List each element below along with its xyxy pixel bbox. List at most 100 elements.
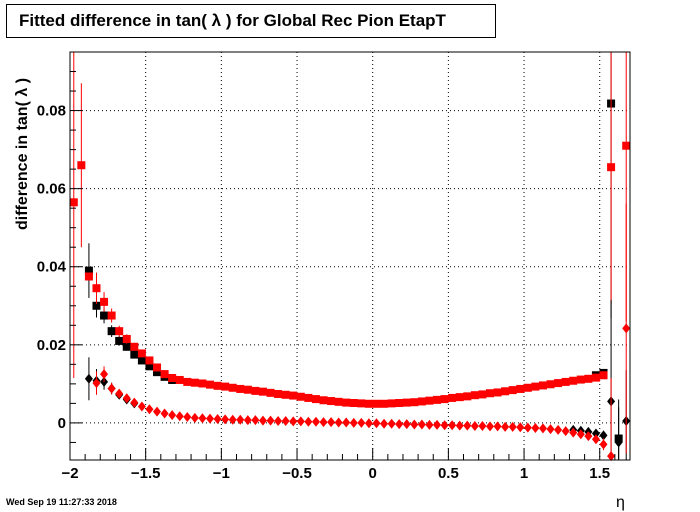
data-point-square bbox=[622, 141, 631, 150]
data-point-square bbox=[221, 382, 230, 391]
data-point-square bbox=[561, 377, 570, 386]
x-tick-label: 1.5 bbox=[589, 465, 610, 482]
data-point-square bbox=[448, 393, 457, 402]
data-point-diamond bbox=[228, 414, 237, 425]
data-point-square bbox=[387, 399, 396, 408]
data-point-diamond bbox=[349, 417, 358, 428]
data-point-square bbox=[455, 393, 464, 402]
axes: −2 −1.5 −1 −0.5 0 0.5 1 1.5 0 0.02 0.04 0.06 0.08 bbox=[37, 71, 631, 482]
data-point-square bbox=[591, 373, 600, 382]
data-point-diamond bbox=[395, 419, 404, 430]
data-point-diamond bbox=[425, 419, 434, 430]
data-point-square bbox=[334, 397, 343, 406]
data-point-square bbox=[425, 396, 434, 405]
data-point-diamond bbox=[591, 428, 600, 439]
data-point-square bbox=[145, 362, 154, 371]
data-point-diamond bbox=[554, 424, 563, 435]
x-axis-label: η bbox=[616, 494, 625, 511]
data-point-diamond bbox=[493, 421, 502, 432]
y-axis-label: difference in tan( λ ) bbox=[14, 77, 31, 230]
data-point-square bbox=[289, 391, 298, 400]
data-point-square bbox=[380, 399, 389, 408]
data-point-diamond bbox=[258, 415, 267, 426]
data-point-diamond bbox=[546, 424, 555, 435]
data-point-square bbox=[153, 368, 162, 377]
data-point-square bbox=[107, 311, 116, 320]
x-tick-label: 1 bbox=[520, 465, 528, 482]
x-tick-label: 0.5 bbox=[438, 465, 459, 482]
data-point-square bbox=[523, 383, 532, 392]
data-point-square bbox=[342, 398, 351, 407]
data-point-diamond bbox=[470, 421, 479, 432]
data-point-square bbox=[554, 379, 563, 388]
data-point-diamond bbox=[501, 421, 510, 432]
data-point-diamond bbox=[478, 421, 487, 432]
data-point-square bbox=[84, 272, 93, 281]
data-point-diamond bbox=[463, 420, 472, 431]
data-point-diamond bbox=[92, 378, 101, 389]
x-tick-label: −1.5 bbox=[131, 465, 161, 482]
x-tick-label: −1 bbox=[213, 465, 230, 482]
data-point-square bbox=[493, 388, 502, 397]
data-point-diamond bbox=[607, 451, 616, 462]
data-point-square bbox=[251, 386, 260, 395]
y-tick-label: 0 bbox=[58, 415, 66, 432]
data-point-diamond bbox=[266, 415, 275, 426]
data-point-diamond bbox=[327, 417, 336, 428]
data-point-square bbox=[486, 389, 494, 398]
data-point-square bbox=[122, 334, 131, 343]
data-point-diamond bbox=[334, 417, 343, 428]
data-point-square bbox=[206, 380, 214, 389]
data-point-diamond bbox=[531, 422, 540, 433]
data-point-square bbox=[77, 161, 86, 170]
x-tick-label: −0.5 bbox=[282, 465, 312, 482]
data-point-square bbox=[349, 398, 358, 407]
data-point-diamond bbox=[380, 418, 389, 429]
data-point-square bbox=[190, 378, 199, 387]
data-point-square bbox=[153, 363, 162, 372]
x-tick-label: −2 bbox=[61, 465, 78, 482]
data-point-diamond bbox=[304, 416, 313, 427]
data-point-square bbox=[599, 371, 608, 380]
data-point-square bbox=[84, 266, 93, 275]
data-point-square bbox=[145, 356, 154, 365]
data-point-diamond bbox=[433, 419, 442, 430]
data-point-square bbox=[137, 349, 146, 358]
data-point-square bbox=[463, 392, 472, 401]
data-point-diamond bbox=[296, 416, 305, 427]
data-point-square bbox=[569, 376, 578, 385]
data-point-square bbox=[546, 380, 555, 389]
data-point-square bbox=[433, 395, 442, 404]
data-point-diamond bbox=[614, 437, 623, 448]
data-point-diamond bbox=[122, 393, 131, 404]
data-point-diamond bbox=[591, 434, 600, 445]
data-point-diamond bbox=[523, 422, 532, 433]
data-point-square bbox=[395, 398, 404, 407]
data-point-diamond bbox=[561, 426, 570, 437]
y-tick-label: 0.04 bbox=[37, 259, 67, 276]
data-point-diamond bbox=[410, 419, 419, 430]
data-point-square bbox=[92, 301, 101, 310]
data-point-square bbox=[327, 397, 336, 406]
data-point-square bbox=[100, 297, 109, 306]
data-point-diamond bbox=[311, 416, 320, 427]
data-point-diamond bbox=[153, 406, 162, 417]
data-point-diamond bbox=[342, 417, 351, 428]
data-point-diamond bbox=[448, 420, 457, 431]
data-point-square bbox=[584, 374, 593, 383]
data-point-diamond bbox=[486, 421, 494, 432]
data-point-square bbox=[130, 342, 139, 351]
data-point-diamond bbox=[576, 429, 585, 440]
chart-title: Fitted difference in tan( λ ) for Global… bbox=[6, 4, 496, 38]
data-point-square bbox=[417, 397, 426, 406]
data-series bbox=[69, 52, 631, 462]
data-point-diamond bbox=[372, 418, 381, 429]
data-point-square bbox=[281, 390, 290, 399]
data-point-diamond bbox=[364, 418, 373, 429]
data-point-square bbox=[115, 336, 124, 345]
data-point-diamond bbox=[622, 323, 631, 334]
data-point-square bbox=[304, 393, 313, 402]
data-point-square bbox=[478, 390, 487, 399]
data-point-diamond bbox=[137, 401, 146, 412]
data-point-square bbox=[576, 375, 585, 384]
